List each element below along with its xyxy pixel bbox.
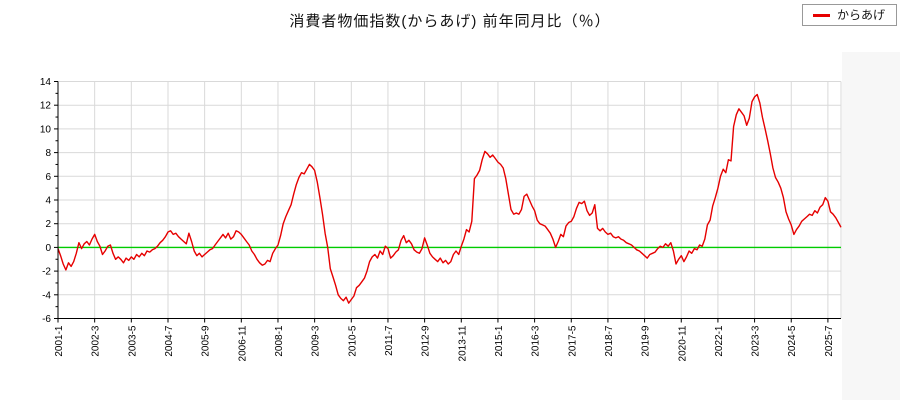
y-tick-label: 0: [45, 243, 51, 254]
x-tick-label: 2009-3: [311, 325, 322, 357]
x-tick-label: 2022-1: [714, 325, 725, 357]
x-tick-label: 2004-7: [164, 325, 175, 357]
y-tick-label: 12: [40, 101, 52, 112]
x-tick-label: 2025-7: [824, 325, 835, 357]
x-tick-label: 2006-11: [237, 325, 248, 361]
y-tick-label: -2: [42, 267, 51, 278]
x-tick-label: 2019-9: [641, 325, 652, 357]
x-tick-label: 2018-7: [604, 325, 615, 357]
x-tick-label: 2012-9: [421, 325, 432, 357]
y-tick-label: 4: [45, 196, 51, 207]
x-tick-label: 2001-1: [54, 325, 65, 357]
x-tick-label: 2023-3: [751, 325, 762, 357]
x-tick-label: 2003-5: [127, 325, 138, 357]
x-tick-label: 2013-11: [457, 325, 468, 361]
chart-title: 消費者物価指数(からあげ) 前年同月比（％）: [289, 13, 611, 30]
x-tick-label: 2005-9: [201, 325, 212, 357]
x-tick-label: 2016-3: [531, 325, 542, 357]
legend-label: からあげ: [836, 8, 885, 22]
x-tick-label: 2008-1: [274, 325, 285, 357]
y-tick-label: -4: [42, 290, 51, 301]
y-tick-label: -6: [42, 314, 51, 325]
y-tick-label: 10: [40, 124, 52, 135]
right-margin-strip: [842, 52, 900, 400]
x-tick-label: 2002-3: [91, 325, 102, 357]
x-tick-label: 2024-5: [787, 325, 798, 357]
x-tick-label: 2017-5: [567, 325, 578, 357]
legend-box: からあげ: [801, 4, 897, 26]
legend-line-swatch: [812, 13, 830, 17]
y-tick-label: 8: [45, 148, 51, 159]
x-tick-label: 2020-11: [677, 325, 688, 361]
x-tick-label: 2011-7: [384, 325, 395, 356]
series-karaage-line: [57, 93, 842, 304]
y-tick-label: 2: [45, 219, 51, 230]
x-tick-label: 2010-5: [347, 325, 358, 357]
y-tick-label: 14: [40, 77, 52, 88]
x-tick-label: 2015-1: [494, 325, 505, 357]
y-tick-label: 6: [45, 172, 51, 183]
